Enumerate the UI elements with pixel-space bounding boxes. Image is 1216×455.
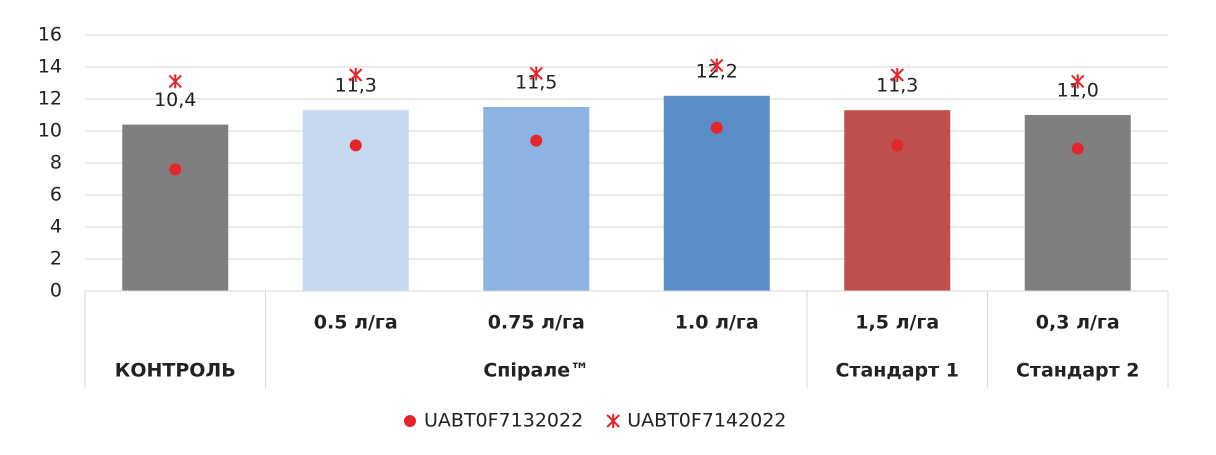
dot-marker: [891, 139, 904, 152]
star-marker: [349, 68, 363, 82]
x-tick-label: 0.5 л/га: [314, 312, 398, 334]
x-tick-label: 0.75 л/га: [488, 312, 585, 334]
bar: [302, 110, 409, 291]
y-tick-label: 8: [50, 152, 62, 174]
x-tick-label: 1,5 л/га: [855, 312, 939, 334]
y-tick-label: 16: [38, 24, 62, 46]
legend-label: UABT0F7132022: [424, 410, 583, 432]
group-label: Стандарт 1: [835, 360, 959, 382]
x-tick-label: 0,3 л/га: [1036, 312, 1120, 334]
y-tick-label: 6: [50, 184, 62, 206]
legend-label: UABT0F7142022: [627, 410, 786, 432]
dot-marker: [169, 163, 182, 176]
bar: [844, 110, 951, 291]
y-tick-label: 12: [38, 88, 62, 110]
y-tick-label: 0: [50, 280, 62, 302]
value-label: 11,3: [876, 75, 918, 97]
group-label: КОНТРОЛЬ: [115, 360, 236, 382]
y-tick-label: 2: [50, 248, 62, 270]
value-label: 11,0: [1057, 80, 1099, 102]
bar: [1024, 115, 1131, 291]
dot-marker: [710, 121, 723, 134]
dot-marker: [530, 134, 543, 147]
legend: UABT0F7132022 UABT0F7142022: [424, 410, 786, 432]
group-label: Спірале™: [483, 360, 589, 382]
y-tick-label: 14: [38, 56, 62, 78]
value-label: 10,4: [154, 89, 196, 111]
star-marker: [529, 66, 543, 81]
y-tick-label: 4: [50, 216, 62, 238]
dot-marker: [1071, 142, 1084, 155]
value-label: 11,3: [335, 75, 377, 97]
bar: [122, 124, 229, 291]
x-tick-label: 1.0 л/га: [675, 312, 759, 334]
star-marker: [890, 68, 904, 82]
value-label: 11,5: [515, 72, 557, 94]
group-label: Стандарт 2: [1016, 360, 1140, 382]
star-marker: [710, 58, 724, 73]
y-tick-label: 10: [38, 120, 62, 142]
star-marker: [606, 414, 620, 428]
dot-marker: [349, 139, 362, 152]
star-marker: [1071, 74, 1085, 89]
dot-marker: [404, 415, 416, 427]
star-marker: [168, 74, 182, 89]
